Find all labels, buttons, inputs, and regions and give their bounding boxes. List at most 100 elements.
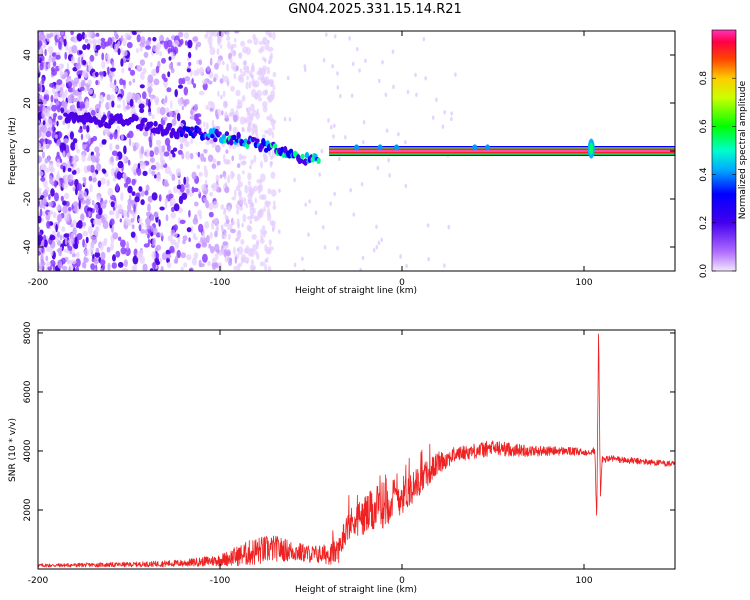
heatmap-speckle bbox=[70, 141, 76, 151]
heatmap-speckle bbox=[198, 171, 203, 177]
heatmap-speckle bbox=[111, 150, 118, 156]
heatmap-speckle bbox=[293, 177, 296, 183]
heatmap-speckle bbox=[179, 219, 186, 224]
heatmap-speckle bbox=[236, 208, 240, 216]
heatmap-speckle bbox=[153, 210, 160, 218]
heatmap-speckle bbox=[229, 123, 232, 132]
heatmap-speckle bbox=[145, 217, 151, 225]
heatmap-speckle bbox=[239, 116, 246, 125]
heatmap-speckle bbox=[86, 146, 90, 153]
heatmap-speckle bbox=[303, 67, 307, 72]
heatmap-speckle bbox=[125, 177, 131, 185]
heatmap-speckle bbox=[227, 223, 233, 231]
heatmap-speckle bbox=[406, 89, 410, 95]
heatmap-speckle bbox=[179, 138, 186, 144]
heatmap-speckle bbox=[82, 238, 85, 248]
heatmap-speckle bbox=[58, 131, 62, 139]
heatmap-speckle bbox=[145, 45, 152, 50]
heatmap-speckle bbox=[166, 257, 170, 264]
heatmap-speckle bbox=[89, 233, 93, 240]
heatmap-speckle bbox=[91, 172, 97, 178]
heatmap-speckle bbox=[88, 211, 91, 217]
heatmap-speckle bbox=[194, 103, 198, 112]
heatmap-speckle bbox=[72, 201, 79, 208]
heatmap-speckle bbox=[75, 167, 81, 174]
heatmap-speckle bbox=[38, 251, 41, 256]
x-tick-label: -200 bbox=[28, 576, 49, 586]
heatmap-speckle bbox=[234, 31, 240, 34]
heatmap-ridge-blob bbox=[167, 122, 173, 129]
heatmap-speckle bbox=[49, 178, 53, 185]
heatmap-speckle bbox=[179, 143, 184, 150]
heatmap-speckle bbox=[204, 169, 209, 178]
heatmap-ridge-blob bbox=[175, 132, 180, 140]
heatmap-speckle bbox=[387, 158, 391, 163]
heatmap-speckle bbox=[424, 76, 428, 81]
heatmap-speckle bbox=[415, 92, 418, 98]
heatmap-speckle bbox=[258, 183, 264, 192]
heatmap-speckle bbox=[237, 222, 241, 229]
heatmap-speckle bbox=[89, 183, 93, 193]
heatmap-speckle bbox=[188, 209, 191, 218]
heatmap-speckle bbox=[207, 154, 214, 162]
heatmap-speckle bbox=[149, 139, 153, 148]
heatmap-speckle bbox=[384, 92, 388, 98]
heatmap-speckle bbox=[38, 67, 41, 74]
heatmap-speckle bbox=[201, 242, 208, 248]
heatmap-speckle bbox=[209, 107, 214, 112]
heatmap-speckle bbox=[71, 45, 78, 54]
heatmap-speckle bbox=[205, 122, 209, 130]
heatmap-speckle bbox=[57, 115, 63, 120]
heatmap-speckle bbox=[113, 31, 117, 36]
heatmap-speckle bbox=[86, 125, 90, 133]
heatmap-speckle bbox=[62, 120, 66, 125]
heatmap-speckle bbox=[238, 205, 244, 211]
heatmap-speckle bbox=[243, 65, 247, 71]
heatmap-speckle bbox=[128, 138, 132, 147]
heatmap-speckle bbox=[85, 236, 89, 244]
heatmap-speckle bbox=[188, 268, 193, 271]
heatmap-speckle bbox=[155, 244, 162, 251]
heatmap-speckle bbox=[404, 140, 407, 145]
heatmap-speckle bbox=[269, 80, 274, 87]
heatmap-speckle bbox=[260, 160, 263, 169]
heatmap-speckle bbox=[246, 75, 249, 81]
heatmap-speckle bbox=[215, 174, 220, 183]
heatmap-speckle bbox=[270, 171, 276, 179]
heatmap-speckle bbox=[43, 239, 48, 248]
heatmap-speckle bbox=[155, 260, 161, 266]
heatmap-speckle bbox=[82, 59, 87, 66]
heatmap-speckle bbox=[112, 254, 116, 262]
heatmap-speckle bbox=[231, 144, 237, 150]
heatmap-speckle bbox=[189, 152, 194, 160]
y-tick-label: 0 bbox=[23, 148, 33, 154]
heatmap-speckle bbox=[208, 80, 213, 85]
heatmap-speckle bbox=[58, 63, 64, 71]
heatmap-speckle bbox=[174, 242, 180, 249]
heatmap-speckle bbox=[74, 89, 79, 97]
heatmap-speckle bbox=[225, 218, 230, 225]
heatmap-speckle bbox=[70, 156, 77, 165]
heatmap-speckle bbox=[38, 215, 42, 224]
heatmap-speckle bbox=[256, 179, 262, 184]
heatmap-speckle bbox=[47, 63, 51, 70]
heatmap-speckle bbox=[139, 108, 145, 114]
heatmap-speckle bbox=[254, 128, 258, 136]
heatmap-speckle bbox=[188, 237, 191, 242]
heatmap-speckle bbox=[116, 171, 122, 180]
heatmap-speckle bbox=[246, 65, 250, 75]
heatmap-speckle bbox=[68, 206, 72, 212]
heatmap-speckle bbox=[169, 245, 175, 253]
heatmap-speckle bbox=[233, 246, 236, 255]
heatmap-speckle bbox=[243, 248, 249, 254]
heatmap-speckle bbox=[194, 214, 198, 222]
heatmap-speckle bbox=[96, 195, 101, 201]
y-tick-label: 2000 bbox=[23, 498, 33, 521]
heatmap-speckle bbox=[177, 235, 181, 244]
heatmap-speckle bbox=[149, 82, 153, 87]
heatmap-speckle bbox=[115, 144, 120, 150]
heatmap-speckle bbox=[132, 145, 137, 152]
heatmap-feature bbox=[485, 144, 491, 151]
heatmap-speckle bbox=[186, 227, 192, 233]
heatmap-speckle bbox=[252, 123, 258, 129]
